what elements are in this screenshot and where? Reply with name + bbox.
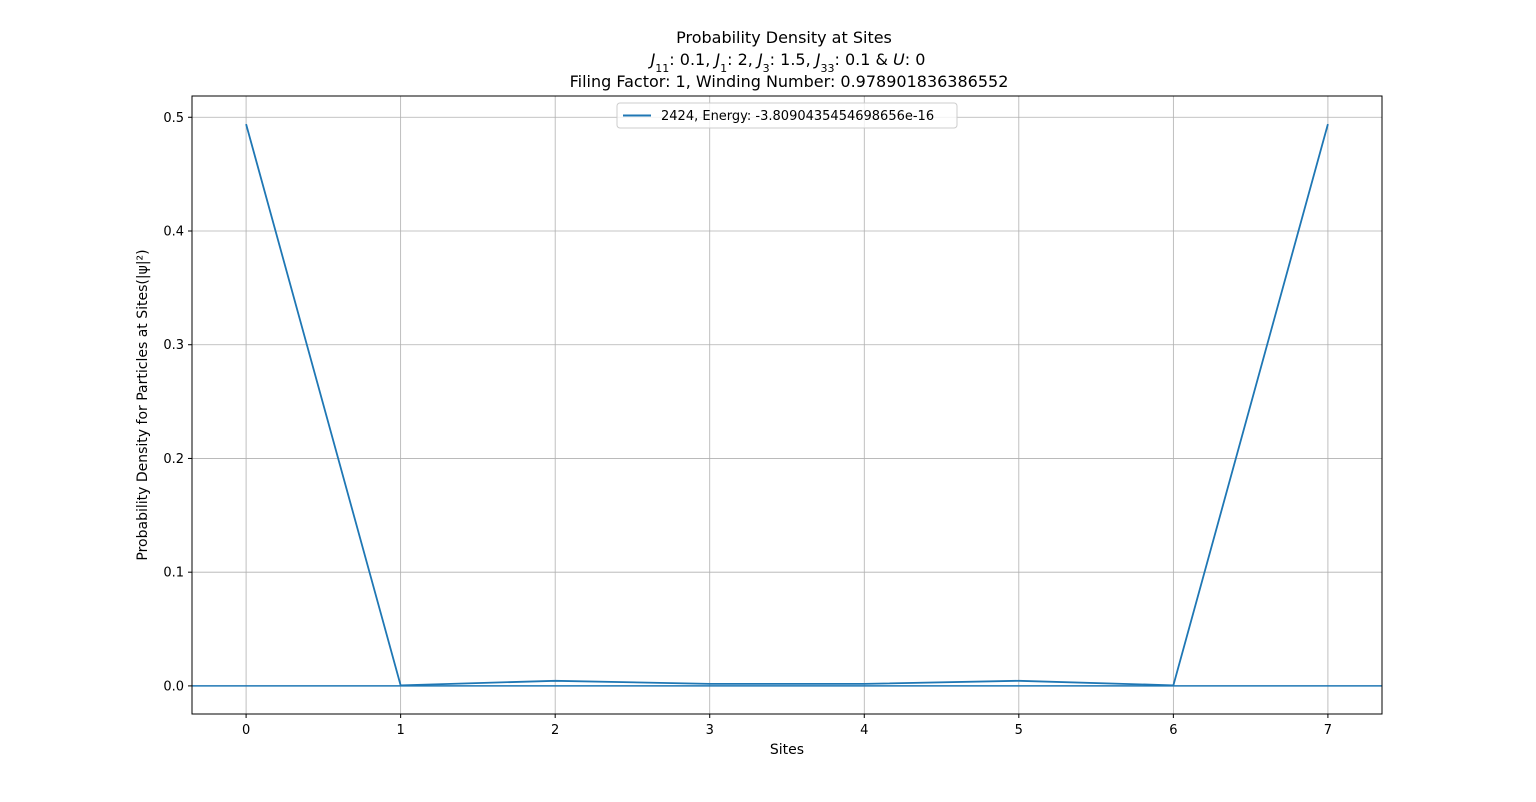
x-tick-label: 7 [1324,723,1332,738]
y-axis-ticks: 0.0 0.1 0.2 0.3 0.4 0.5 [163,111,192,694]
x-tick-label: 0 [242,723,250,738]
parameter-subscript: 3 [763,62,770,75]
chart-subtitle-filling: Filing Factor: 1, Winding Number: 0.9789… [570,72,1009,91]
y-tick-label: 0.2 [163,452,184,467]
parameter-symbol: J [755,50,763,69]
parameter-subscript: 33 [820,62,834,75]
parameter-value: : 1.5, [770,50,816,69]
parameter-symbol: U [893,50,905,69]
parameter-symbol: J [813,50,821,69]
legend: 2424, Energy: -3.8090435454698656e-16 [616,102,958,129]
parameter-value: : 2, [727,50,758,69]
parameter-value: : 0.1 & [834,50,893,69]
x-axis-ticks: 0 1 2 3 4 5 6 7 [242,714,1332,738]
x-tick-label: 1 [396,723,404,738]
y-tick-label: 0.5 [163,111,184,126]
y-tick-label: 0.1 [163,566,184,581]
y-axis-label: Probability Density for Particles at Sit… [135,249,151,560]
chart-title: Probability Density at Sites [676,28,892,47]
parameter-value: : 0 [905,50,926,69]
x-tick-label: 2 [551,723,559,738]
x-tick-label: 5 [1015,723,1023,738]
data-layer [192,123,1382,687]
x-tick-label: 3 [706,723,714,738]
y-tick-label: 0.4 [163,224,184,239]
x-tick-label: 6 [1169,723,1177,738]
y-tick-label: 0.0 [163,679,184,694]
plot-area [191,95,1383,715]
legend-entry-label: 2424, Energy: -3.8090435454698656e-16 [661,109,934,124]
y-tick-label: 0.3 [163,338,184,353]
series-line [245,123,1329,687]
parameter-value: : 0.1, [669,50,715,69]
parameter-symbol: J [712,50,720,69]
parameter-symbol: J [648,50,656,69]
x-axis-label: Sites [770,742,804,758]
chart-subtitle-parameters: J11: 0.1, J1: 2, J3: 1.5, J33: 0.1 & U: … [648,50,926,75]
parameter-subscript: 1 [720,62,727,75]
parameter-subscript: 11 [655,62,669,75]
axes-frame [191,95,1383,715]
x-tick-label: 4 [860,723,868,738]
legend-box [616,102,958,129]
